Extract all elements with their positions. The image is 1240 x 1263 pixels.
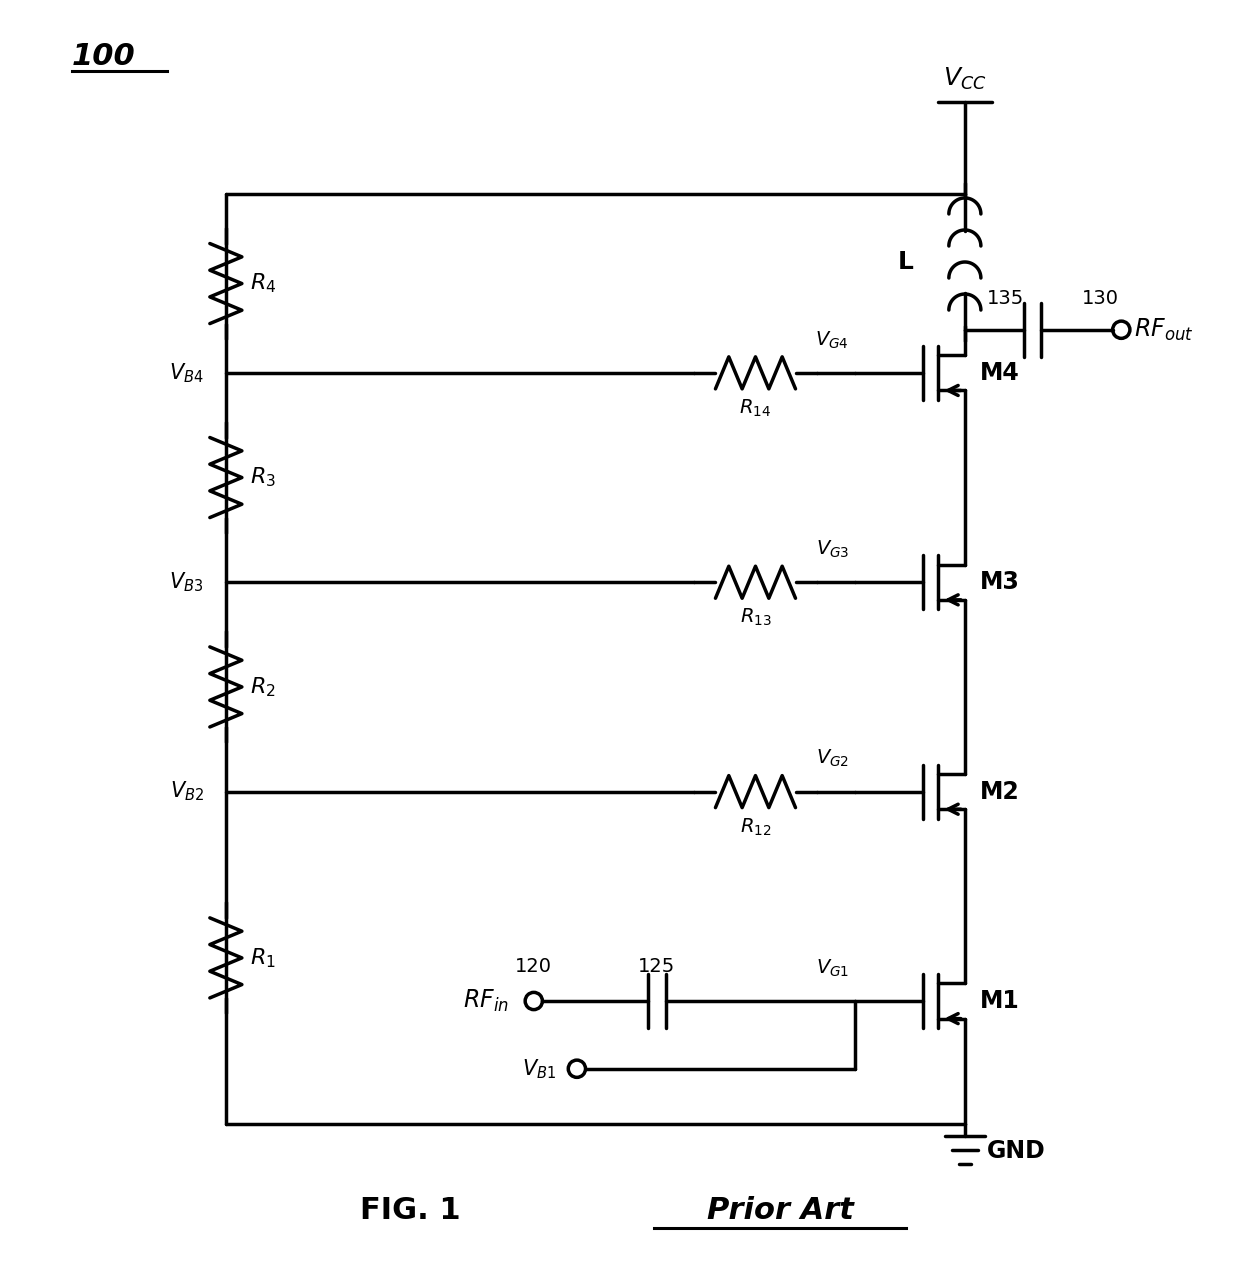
Text: GND: GND — [987, 1139, 1045, 1163]
Text: 135: 135 — [987, 288, 1024, 308]
Text: $V_{G4}$: $V_{G4}$ — [816, 330, 849, 351]
Text: 130: 130 — [1081, 288, 1118, 308]
Text: $V_{B4}$: $V_{B4}$ — [169, 361, 203, 385]
Text: $RF_{out}$: $RF_{out}$ — [1133, 317, 1193, 342]
Text: $V_{G2}$: $V_{G2}$ — [816, 748, 849, 769]
Text: L: L — [898, 250, 913, 274]
Text: M4: M4 — [980, 361, 1019, 385]
Text: $V_{G1}$: $V_{G1}$ — [816, 957, 849, 979]
Text: $RF_{in}$: $RF_{in}$ — [464, 988, 510, 1014]
Text: $V_{B2}$: $V_{B2}$ — [170, 779, 203, 803]
Text: 120: 120 — [516, 957, 552, 976]
Text: $R_{14}$: $R_{14}$ — [739, 398, 771, 419]
Text: $V_{B3}$: $V_{B3}$ — [170, 571, 203, 594]
Text: M1: M1 — [980, 989, 1019, 1013]
Text: $V_{CC}$: $V_{CC}$ — [944, 66, 987, 92]
Text: FIG. 1: FIG. 1 — [361, 1196, 461, 1225]
Text: $R_1$: $R_1$ — [250, 946, 277, 970]
Text: M2: M2 — [980, 779, 1019, 803]
Text: 125: 125 — [639, 957, 676, 976]
Text: M3: M3 — [980, 570, 1019, 594]
Text: $V_{G3}$: $V_{G3}$ — [816, 539, 849, 560]
Text: 100: 100 — [72, 42, 135, 71]
Text: Prior Art: Prior Art — [707, 1196, 853, 1225]
Text: $R_{12}$: $R_{12}$ — [740, 816, 771, 837]
Text: $V_{B1}$: $V_{B1}$ — [522, 1057, 556, 1081]
Text: $R_{13}$: $R_{13}$ — [739, 606, 771, 628]
Text: $R_2$: $R_2$ — [250, 676, 277, 698]
Text: $R_4$: $R_4$ — [250, 272, 277, 296]
Text: $R_3$: $R_3$ — [250, 466, 277, 489]
